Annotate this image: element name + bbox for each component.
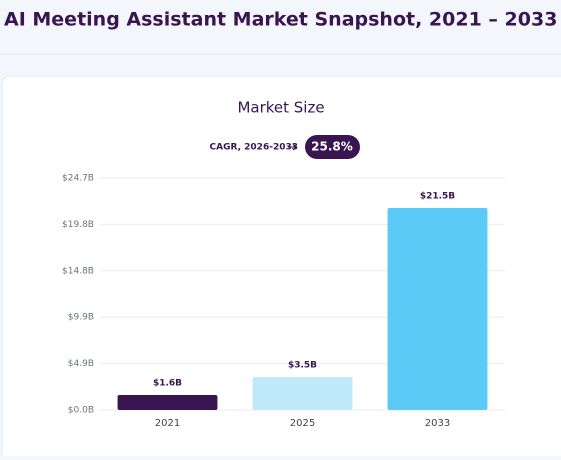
bar — [117, 394, 218, 410]
y-tick-label: $24.7B — [62, 174, 94, 184]
x-tick-label: 2025 — [290, 418, 315, 429]
x-tick-label: 2033 — [425, 418, 450, 429]
y-tick-label: $4.9B — [68, 359, 94, 369]
x-tick-label: 2021 — [155, 418, 180, 429]
y-tick-label: $19.8B — [62, 220, 94, 230]
value-label: $1.6B — [153, 378, 182, 388]
bar — [252, 377, 353, 410]
cagr-value: 25.8% — [311, 140, 353, 154]
cagr-pill — [305, 135, 360, 159]
cagr-label: CAGR, 2026-2033 — [210, 143, 298, 153]
y-tick-label: $14.8B — [62, 266, 94, 276]
y-tick-label: $9.9B — [68, 313, 94, 323]
bar — [387, 208, 488, 410]
page-title: AI Meeting Assistant Market Snapshot, 20… — [4, 9, 557, 31]
chart-title: Market Size — [237, 99, 324, 117]
value-label: $21.5B — [420, 192, 455, 202]
value-label: $3.5B — [288, 361, 317, 371]
y-tick-label: $0.0B — [68, 406, 94, 416]
arrow — [288, 143, 297, 151]
